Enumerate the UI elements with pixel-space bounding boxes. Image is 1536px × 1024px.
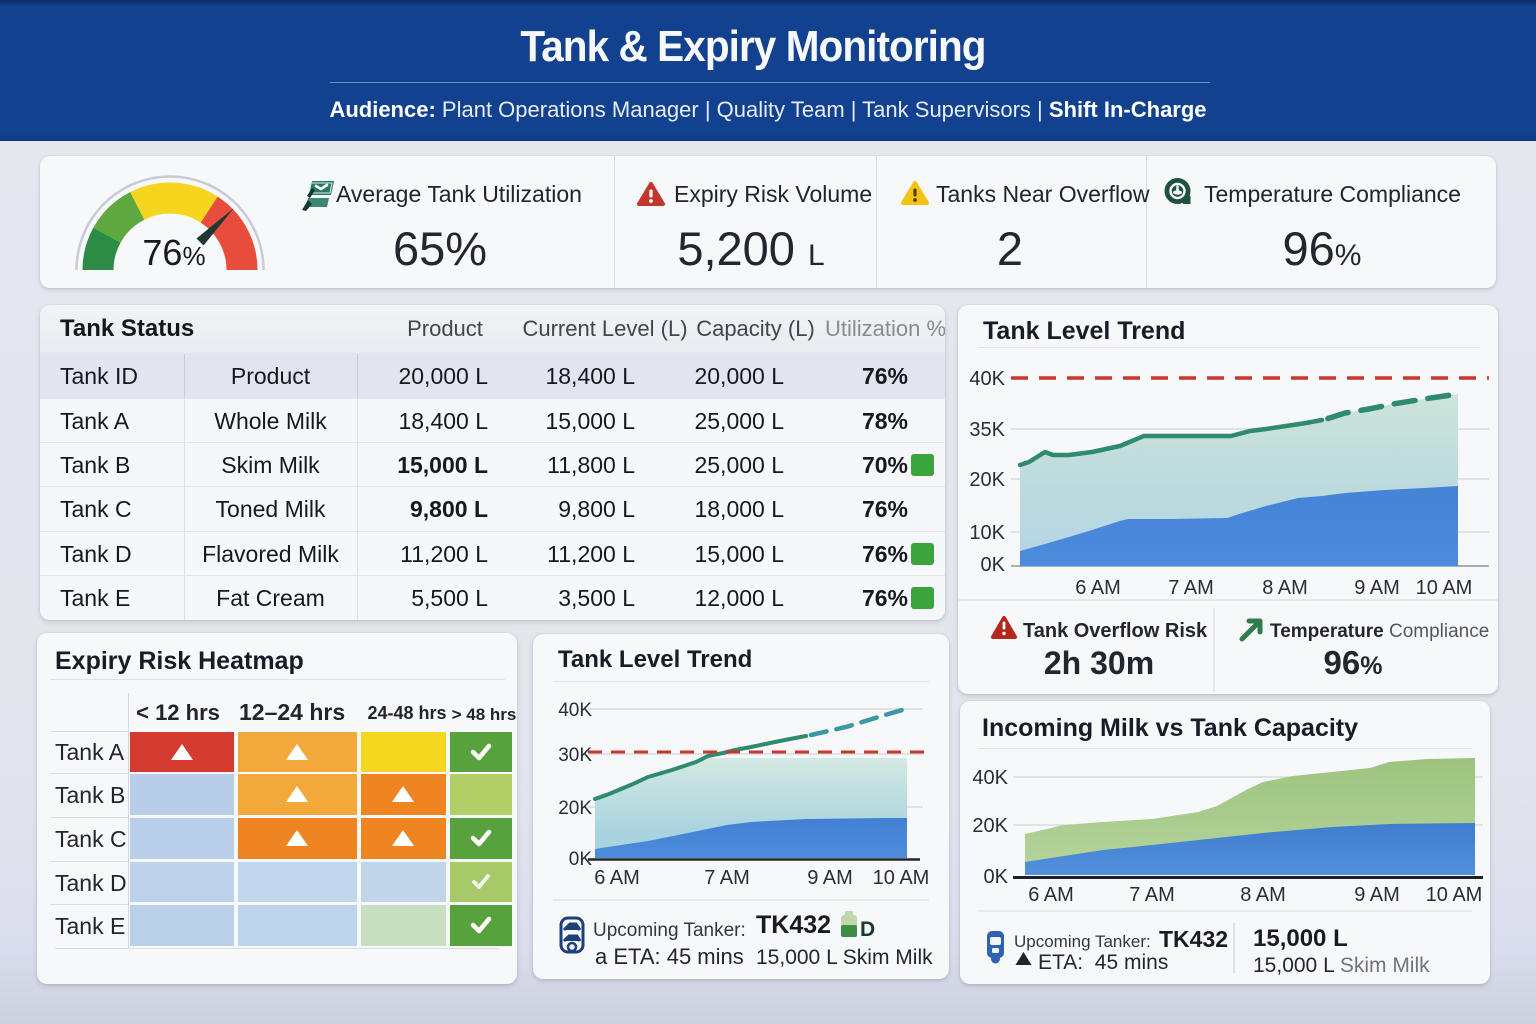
svg-text:9 AM: 9 AM: [1354, 577, 1400, 599]
svg-text:40K: 40K: [969, 368, 1005, 390]
svg-text:7 AM: 7 AM: [704, 867, 750, 889]
svg-text:8 AM: 8 AM: [1240, 884, 1286, 906]
svg-text:7 AM: 7 AM: [1129, 884, 1175, 906]
svg-text:6 AM: 6 AM: [594, 867, 640, 889]
svg-text:10 AM: 10 AM: [1416, 577, 1473, 599]
svg-text:D: D: [860, 918, 875, 941]
svg-text:10 AM: 10 AM: [873, 867, 930, 889]
svg-text:20K: 20K: [558, 798, 592, 819]
svg-text:0K: 0K: [981, 554, 1006, 576]
svg-text:40K: 40K: [972, 767, 1008, 789]
svg-text:7 AM: 7 AM: [1168, 577, 1214, 599]
svg-text:30K: 30K: [558, 745, 592, 766]
svg-text:10 AM: 10 AM: [1426, 884, 1483, 906]
svg-text:10K: 10K: [969, 522, 1005, 544]
svg-text:8 AM: 8 AM: [1262, 577, 1308, 599]
svg-text:35K: 35K: [969, 419, 1005, 441]
svg-text:6 AM: 6 AM: [1075, 577, 1121, 599]
svg-text:20K: 20K: [972, 815, 1008, 837]
svg-text:9 AM: 9 AM: [807, 867, 853, 889]
svg-text:76%: 76%: [142, 232, 205, 273]
svg-text:6 AM: 6 AM: [1028, 884, 1074, 906]
svg-text:0K: 0K: [984, 866, 1009, 888]
svg-text:20K: 20K: [969, 469, 1005, 491]
svg-text:9 AM: 9 AM: [1354, 884, 1400, 906]
svg-text:0K: 0K: [569, 849, 593, 870]
svg-text:40K: 40K: [558, 700, 592, 721]
